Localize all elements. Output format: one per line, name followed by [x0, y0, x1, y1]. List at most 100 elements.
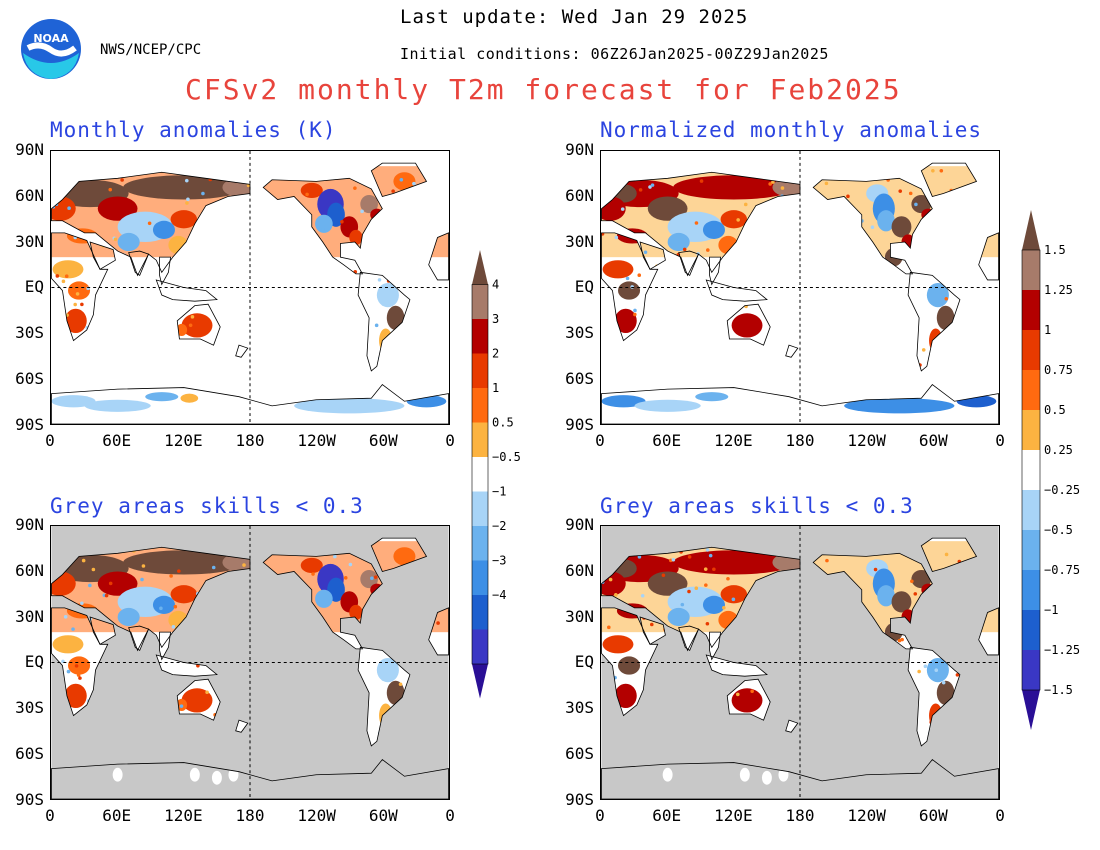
- colorbar-left: 4 3 2 1 0.5 −0.5 −1 −2 −3 −4: [470, 250, 530, 704]
- colorbar-label: −0.5: [492, 450, 521, 464]
- lon-tick-label: 120E: [164, 806, 203, 825]
- colorbar-cap-top: [1022, 210, 1040, 250]
- lat-tick-label: 90S: [565, 414, 594, 434]
- colorbar-label: −0.75: [1044, 563, 1080, 577]
- lon-tick-label: 0: [445, 431, 455, 450]
- lon-tick-label: 120W: [847, 806, 886, 825]
- colorbar-label: −1: [1044, 603, 1058, 617]
- colorbar-segment: [472, 388, 488, 423]
- colorbar-segment: [472, 319, 488, 354]
- colorbar-label: −0.25: [1044, 483, 1080, 497]
- colorbar-segment: [1022, 570, 1040, 610]
- colorbar-segment: [1022, 290, 1040, 330]
- lat-tick-label: 30N: [565, 606, 594, 626]
- colorbar-segment: [472, 526, 488, 561]
- map-panel-2: [600, 150, 1000, 425]
- lat-tick-label: 30S: [565, 698, 594, 718]
- colorbar-label: 1: [492, 381, 499, 395]
- lon-tick-label: 180: [235, 806, 265, 825]
- lon-tick-label: 60W: [368, 806, 398, 825]
- lon-tick-label: 60E: [102, 806, 132, 825]
- lat-tick-label: 30N: [15, 231, 44, 251]
- lat-tick-label: 90N: [15, 140, 44, 159]
- map-panel-1: [50, 150, 450, 425]
- colorbar-label: 0.75: [1044, 363, 1073, 377]
- panel-title-1: Monthly anomalies (K): [50, 118, 337, 142]
- lon-tick-label: 0: [445, 806, 455, 825]
- colorbar-label: −2: [492, 519, 506, 533]
- colorbar-label: 0.5: [492, 416, 514, 430]
- colorbar-label: −0.5: [1044, 523, 1073, 537]
- panel-title-4: Grey areas skills < 0.3: [600, 494, 914, 518]
- lat-tick-label: 60S: [565, 744, 594, 763]
- map-canvas: [601, 526, 999, 799]
- lat-tick-label: 30S: [15, 698, 44, 718]
- lat-tick-label: 90N: [15, 515, 44, 534]
- lat-tick-label: 60S: [15, 369, 44, 388]
- lat-tick-label: 30S: [565, 323, 594, 343]
- last-update: Last update: Wed Jan 29 2025: [400, 6, 749, 28]
- lat-tick-label: 60S: [15, 744, 44, 763]
- map-panel-3: [50, 525, 450, 800]
- colorbar-segment: [472, 353, 488, 388]
- colorbar-segment: [1022, 250, 1040, 290]
- colorbar-label: −3: [492, 554, 506, 568]
- colorbar-segment: [1022, 370, 1040, 410]
- lon-tick-label: 120E: [164, 431, 203, 450]
- map-panel-4: [600, 525, 1000, 800]
- map-canvas: [51, 151, 449, 424]
- lat-tick-label: EQ: [574, 652, 594, 672]
- colorbar-label: 0.5: [1044, 403, 1066, 417]
- noaa-logo-text: NOAA: [33, 32, 69, 45]
- lat-tick-label: 60N: [15, 560, 44, 580]
- colorbar-right: 1.5 1.25 1 0.75 0.5 0.25 −0.25 −0.5 −0.75 −1 −1.25…: [1020, 210, 1090, 744]
- lon-tick-label: 60W: [368, 431, 398, 450]
- colorbar-label: −1.25: [1044, 643, 1080, 657]
- colorbar-segment: [1022, 450, 1040, 490]
- panel-title-2: Normalized monthly anomalies: [600, 118, 983, 142]
- lon-tick-label: 120W: [297, 431, 336, 450]
- colorbar-segment: [472, 629, 488, 664]
- colorbar-segment: [472, 560, 488, 595]
- page-title: CFSv2 monthly T2m forecast for Feb2025: [185, 73, 902, 106]
- lat-tick-label: 90N: [565, 515, 594, 534]
- colorbar-cap-bottom: [1022, 690, 1040, 730]
- panel-title-3: Grey areas skills < 0.3: [50, 494, 364, 518]
- lat-tick-label: 90S: [565, 789, 594, 809]
- lon-tick-label: 0: [45, 431, 55, 450]
- lat-tick-label: 60N: [565, 560, 594, 580]
- noaa-logo: NOAA: [20, 18, 82, 80]
- colorbar-label: 0.25: [1044, 443, 1073, 457]
- colorbar-cap-bottom: [472, 664, 488, 699]
- lat-tick-label: 90N: [565, 140, 594, 159]
- agency-label: NWS/NCEP/CPC: [100, 42, 202, 58]
- lon-tick-label: 0: [595, 806, 605, 825]
- colorbar-label: 3: [492, 312, 499, 326]
- colorbar-segment: [1022, 490, 1040, 530]
- colorbar-segment: [1022, 410, 1040, 450]
- lon-tick-label: 60E: [102, 431, 132, 450]
- lon-tick-label: 180: [235, 431, 265, 450]
- lat-tick-label: 30S: [15, 323, 44, 343]
- lat-tick-label: 60N: [15, 185, 44, 205]
- colorbar-label: 2: [492, 347, 499, 361]
- colorbar-segment: [1022, 650, 1040, 690]
- colorbar-label: −1: [492, 485, 506, 499]
- lat-tick-label: 90S: [15, 414, 44, 434]
- colorbar-label: 1: [1044, 323, 1051, 337]
- colorbar-label: 4: [492, 278, 499, 292]
- colorbar-segment: [472, 422, 488, 457]
- colorbar-segment: [472, 284, 488, 319]
- lat-tick-label: 30N: [15, 606, 44, 626]
- colorbar-cap-top: [472, 250, 488, 285]
- lon-tick-label: 60W: [918, 431, 948, 450]
- lon-tick-label: 180: [785, 806, 815, 825]
- initial-conditions: Initial conditions: 06Z26Jan2025-00Z29Ja…: [400, 45, 829, 63]
- lon-tick-label: 0: [995, 806, 1005, 825]
- colorbar-segment: [472, 491, 488, 526]
- lon-tick-label: 60E: [652, 806, 682, 825]
- lat-tick-label: EQ: [24, 277, 44, 297]
- map-canvas: [601, 151, 999, 424]
- lon-tick-label: 60E: [652, 431, 682, 450]
- lon-tick-label: 120W: [297, 806, 336, 825]
